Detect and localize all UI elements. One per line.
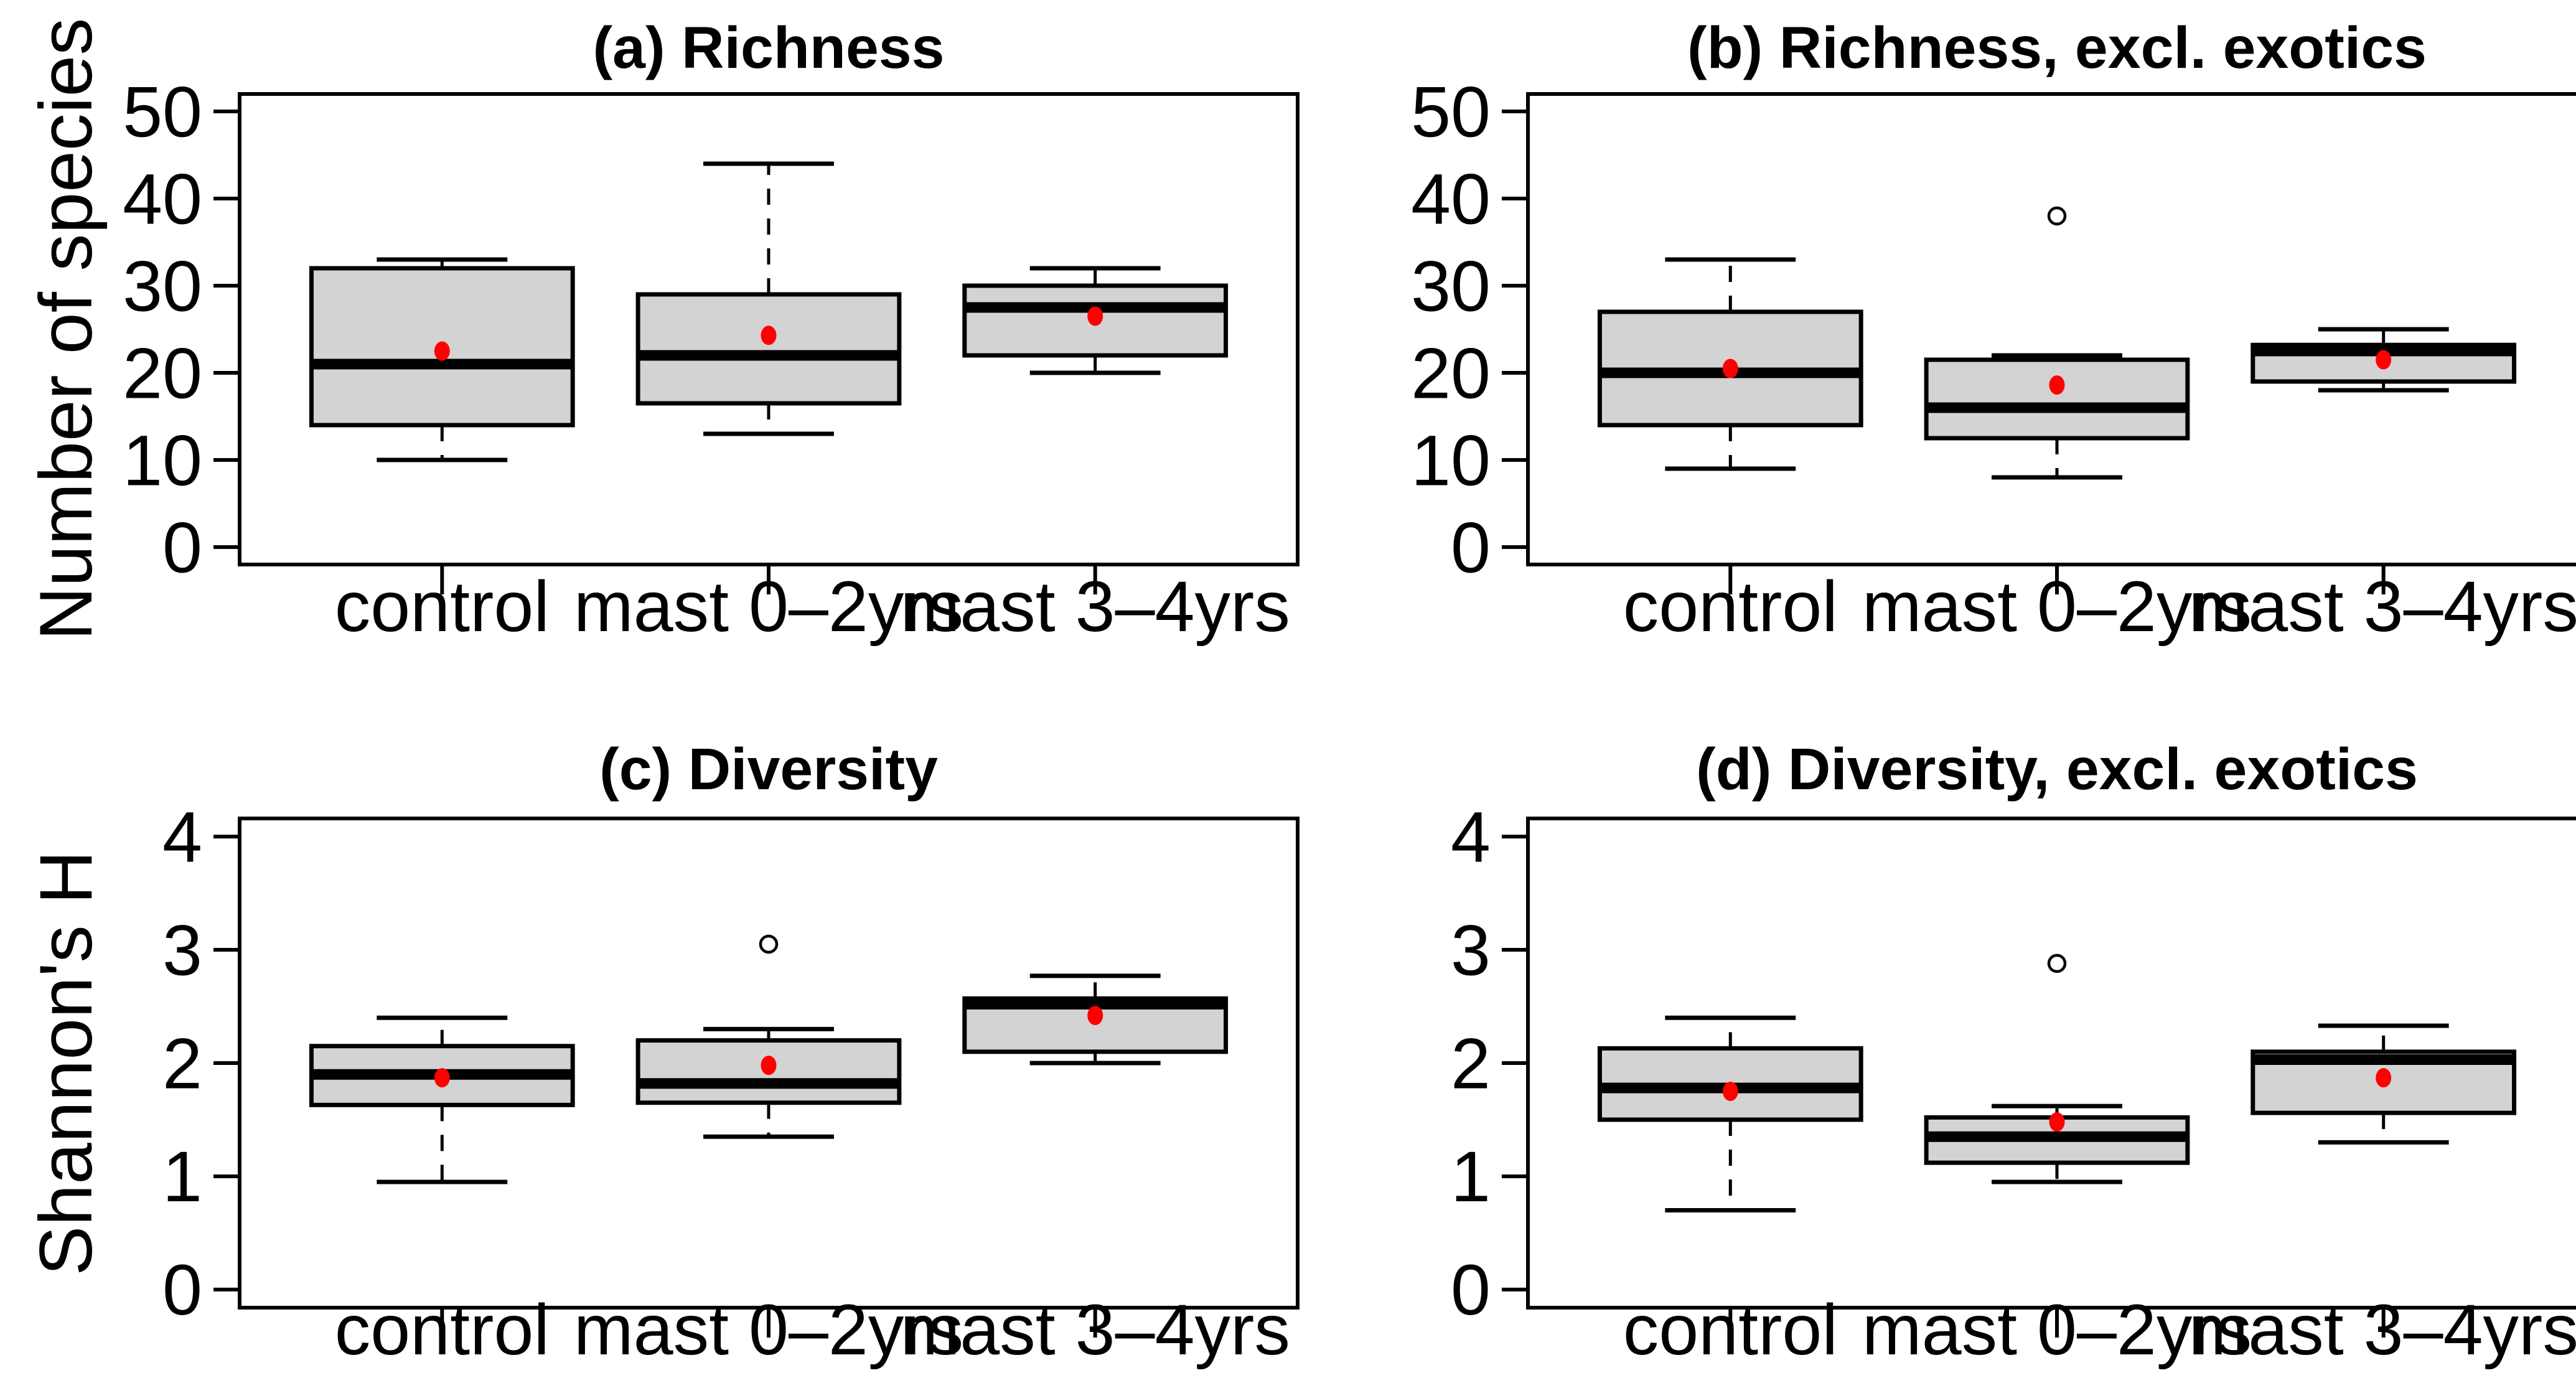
mean-point (2049, 1112, 2065, 1132)
y-tick-label: 10 (1411, 421, 1491, 500)
outlier-point (759, 934, 779, 954)
y-tick-label: 30 (1411, 246, 1491, 326)
category-label: mast 3–4yrs (2189, 567, 2576, 647)
panel-b-richness-excl-exotics: (b) Richness, excl. exotics 0 10 20 30 40 50 c… (1313, 10, 2576, 699)
mean-point (434, 341, 450, 361)
iqr-box (1924, 357, 2190, 441)
y-tick-label: 2 (1451, 1024, 1491, 1104)
panel-d-title: (d) Diversity, excl. exotics (1696, 736, 2418, 802)
outlier-point (2047, 206, 2067, 226)
boxplot-1 (1597, 257, 1863, 471)
category-label: mast 0–2yrs (1862, 1290, 2252, 1370)
y-tick-label: 1 (162, 1137, 202, 1217)
y-tick-label: 3 (1451, 911, 1491, 990)
mean-point (2049, 375, 2065, 395)
y-tick-label: 0 (162, 508, 202, 588)
mean-point (761, 1056, 777, 1076)
panel-c-title: (c) Diversity (599, 736, 938, 802)
y-tick-label: 4 (1451, 797, 1491, 877)
category-label: control (335, 567, 550, 647)
boxplot-1 (1597, 1015, 1863, 1213)
y-tick-label: 20 (1411, 334, 1491, 413)
category-label: control (335, 1290, 550, 1370)
panel-a-richness: (a) Richness Number of species 0 10 20 30 40… (24, 10, 1313, 699)
boxplot-3 (2250, 1023, 2517, 1145)
boxplot-3 (2250, 327, 2517, 393)
mean-point (1722, 1081, 1738, 1101)
panel-b-title: (b) Richness, excl. exotics (1687, 15, 2427, 81)
y-tick-label: 4 (162, 797, 202, 877)
boxplot-3 (962, 266, 1229, 375)
y-tick-label: 40 (123, 159, 202, 239)
panel-a-title: (a) Richness (592, 15, 945, 81)
mean-point (1722, 359, 1738, 378)
y-tick-label: 0 (162, 1250, 202, 1330)
category-label: mast 0–2yrs (1862, 567, 2252, 647)
boxplot-2 (635, 161, 902, 436)
category-label: mast 0–2yrs (574, 567, 963, 647)
mean-point (2376, 1068, 2392, 1088)
mean-point (1087, 306, 1103, 326)
boxplot-3 (962, 973, 1229, 1066)
boxplot-2 (1924, 954, 2190, 1184)
outlier-point (2047, 954, 2067, 973)
category-label: mast 3–4yrs (901, 567, 1290, 647)
category-label: mast 0–2yrs (574, 1290, 963, 1370)
mean-point (761, 326, 777, 345)
y-tick-label: 2 (162, 1024, 202, 1104)
category-label: control (1623, 567, 1838, 647)
boxplot-2 (1924, 206, 2190, 480)
panel-d-diversity-excl-exotics: (d) Diversity, excl. exotics 0 1 2 3 4 contro… (1313, 699, 2576, 1378)
category-label: mast 3–4yrs (2189, 1290, 2576, 1370)
y-tick-label: 10 (123, 421, 202, 500)
panel-c-diversity: (c) Diversity Shannon's H 0 1 2 3 4 control ma… (24, 699, 1313, 1378)
category-label: control (1623, 1290, 1838, 1370)
y-axis: 0 1 2 3 4 (1451, 797, 1528, 1330)
boxplot-1 (309, 257, 575, 462)
y-tick-label: 0 (1451, 508, 1491, 588)
mean-point (434, 1068, 450, 1088)
boxplot-1 (309, 1015, 575, 1184)
boxplot-2 (635, 934, 902, 1139)
y-tick-label: 3 (162, 911, 202, 990)
mean-point (2376, 350, 2392, 370)
y-tick-label: 30 (123, 246, 202, 326)
y-tick-label: 50 (123, 72, 202, 152)
y-tick-label: 20 (123, 334, 202, 413)
mean-point (1087, 1006, 1103, 1026)
y-tick-label: 40 (1411, 159, 1491, 239)
y-tick-label: 0 (1451, 1250, 1491, 1330)
y-tick-label: 50 (1411, 72, 1491, 152)
y-tick-label: 1 (1451, 1137, 1491, 1217)
category-label: mast 3–4yrs (901, 1290, 1290, 1370)
y-axis: 0 1 2 3 4 (162, 797, 240, 1330)
iqr-box (635, 292, 902, 406)
